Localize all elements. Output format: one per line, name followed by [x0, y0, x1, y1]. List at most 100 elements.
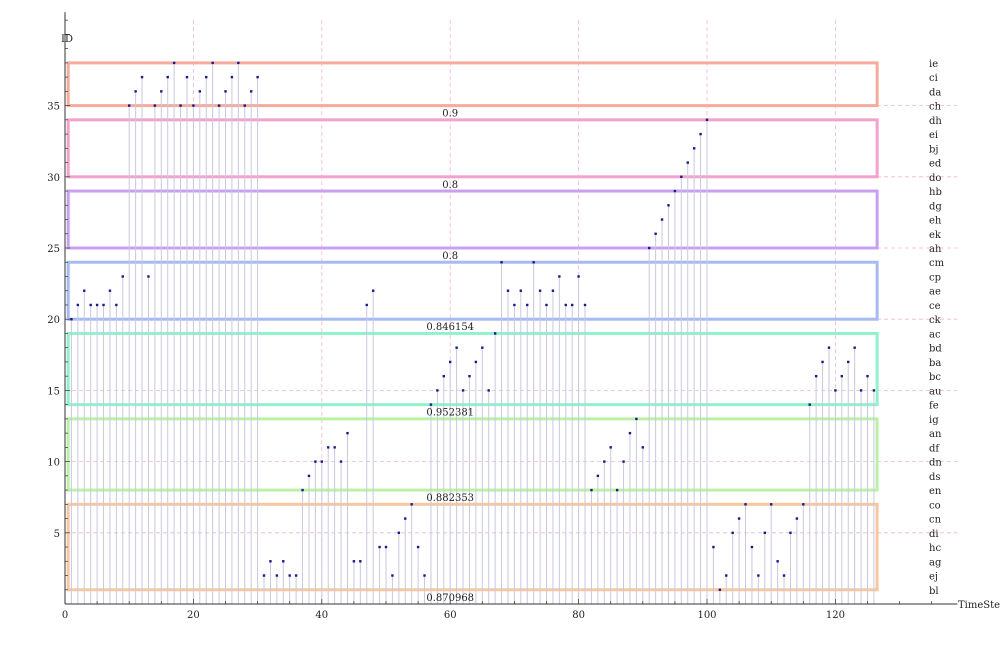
grid-layer — [65, 20, 958, 604]
data-point — [474, 360, 478, 364]
category-label: bc — [929, 372, 941, 383]
data-point — [872, 389, 876, 392]
data-point — [371, 289, 375, 292]
data-point — [378, 545, 381, 549]
cluster-band — [66, 61, 879, 108]
data-point — [570, 303, 574, 307]
data-point — [750, 545, 754, 549]
data-point — [532, 261, 535, 264]
data-point — [95, 303, 99, 307]
data-point — [121, 275, 124, 278]
data-point — [307, 474, 311, 478]
data-point — [776, 560, 779, 563]
cluster-band — [66, 417, 879, 492]
category-label: ej — [929, 572, 938, 583]
data-point — [70, 318, 73, 321]
data-point — [282, 560, 285, 563]
data-point — [770, 503, 773, 506]
data-point — [410, 503, 413, 506]
data-point — [487, 389, 490, 392]
data-point — [333, 446, 336, 449]
y-tick-label: 25 — [47, 244, 60, 255]
y-tick-label: 20 — [47, 315, 60, 326]
stem-layer — [70, 62, 875, 604]
x-tick-label: 100 — [697, 610, 716, 621]
band-label: 0.8 — [442, 251, 458, 262]
data-point — [635, 417, 638, 421]
data-point — [455, 346, 458, 349]
data-point — [243, 104, 246, 107]
data-point — [346, 431, 349, 435]
data-point — [359, 560, 362, 563]
data-point — [128, 104, 131, 107]
category-label: dh — [929, 116, 942, 127]
category-label: hc — [929, 543, 941, 554]
data-point — [301, 488, 304, 492]
data-point — [102, 303, 105, 307]
category-label: cm — [929, 258, 945, 269]
data-point — [731, 531, 734, 534]
data-point — [147, 275, 150, 278]
data-point — [500, 261, 503, 264]
category-label: en — [929, 486, 942, 497]
category-label: bl — [929, 586, 939, 597]
cluster-band — [66, 189, 879, 250]
category-label: do — [929, 173, 941, 184]
x-tick-label: 40 — [315, 610, 328, 621]
data-point — [397, 531, 401, 534]
data-point — [134, 90, 137, 93]
category-label: ba — [929, 358, 941, 369]
category-label: ed — [929, 159, 942, 170]
x-tick-label: 0 — [62, 610, 68, 621]
category-label: ck — [929, 315, 942, 326]
data-point — [115, 303, 118, 307]
data-point — [757, 574, 760, 577]
y-axis-title: ID — [61, 34, 73, 45]
category-label: ie — [929, 59, 938, 70]
data-point — [423, 574, 426, 577]
data-point — [725, 574, 728, 577]
data-point — [294, 574, 298, 577]
category-label: di — [929, 529, 939, 540]
data-point — [108, 289, 112, 292]
data-point — [737, 517, 741, 520]
data-point — [763, 531, 766, 534]
data-point — [847, 360, 850, 364]
data-point — [449, 360, 452, 364]
data-point — [320, 460, 323, 463]
data-point — [866, 374, 869, 378]
data-point — [673, 189, 677, 193]
cluster-band — [66, 502, 879, 592]
data-point — [648, 246, 651, 250]
data-point — [744, 503, 747, 506]
y-tick-label: 35 — [47, 102, 60, 113]
category-label: an — [929, 429, 942, 440]
data-point — [596, 474, 600, 478]
data-point — [179, 104, 182, 107]
category-label: ig — [929, 415, 939, 426]
category-label: ag — [929, 557, 942, 568]
data-point — [538, 289, 542, 292]
data-point — [545, 303, 548, 307]
data-point — [680, 175, 683, 178]
category-label: ei — [929, 130, 938, 141]
data-point — [217, 104, 221, 107]
data-point — [275, 574, 279, 577]
data-point — [526, 303, 529, 307]
data-point — [384, 545, 388, 549]
category-label: da — [929, 87, 941, 98]
data-point — [603, 460, 606, 463]
data-point — [140, 75, 144, 79]
y-tick-label: 5 — [54, 529, 60, 540]
y-tick-label: 15 — [47, 386, 60, 397]
data-point — [506, 289, 510, 292]
data-point — [782, 574, 786, 577]
category-label: eh — [929, 216, 942, 227]
data-point — [83, 289, 86, 292]
category-label: bd — [929, 344, 942, 355]
category-label: ce — [929, 301, 941, 312]
axis-layer — [64, 12, 958, 605]
data-point — [230, 75, 234, 79]
x-axis-title: TimeStep — [958, 600, 1000, 611]
